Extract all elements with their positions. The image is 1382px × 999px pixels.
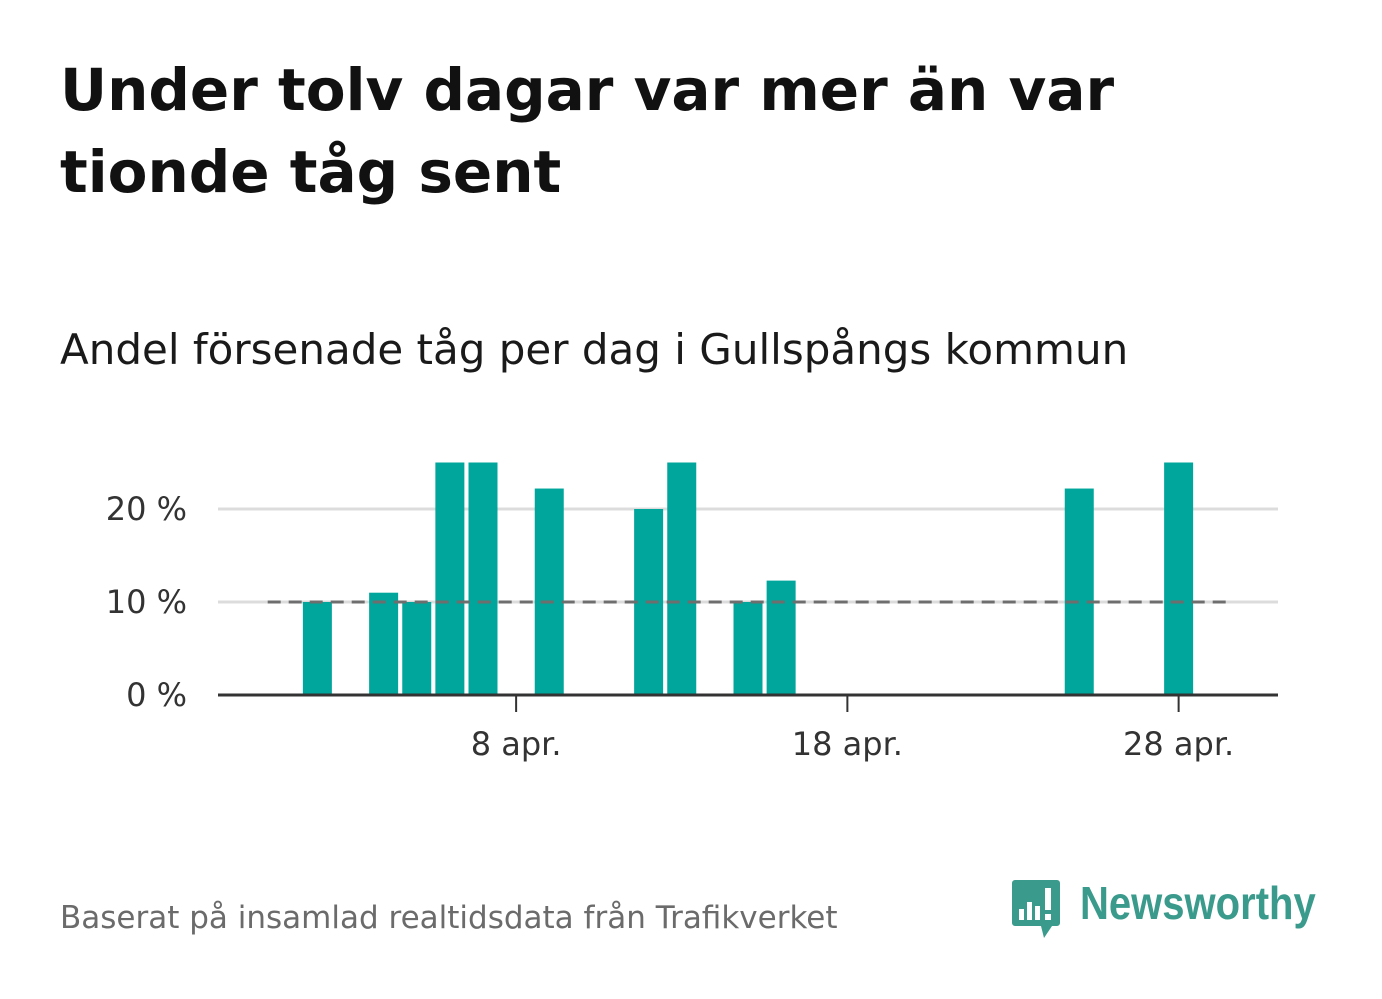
chart-subtitle: Andel försenade tåg per dag i Gullspångs…	[60, 325, 1129, 374]
source-note: Baserat på insamlad realtidsdata från Tr…	[60, 900, 838, 936]
y-tick-label: 0 %	[126, 676, 187, 714]
chart-title: Under tolv dagar var mer än var tionde t…	[60, 56, 1115, 206]
x-axis	[218, 693, 1278, 712]
logo-exclamation-line	[1045, 888, 1051, 910]
bar	[369, 592, 399, 695]
bar	[534, 488, 564, 695]
logo-bar-2	[1027, 902, 1032, 920]
y-tick-label: 10 %	[106, 583, 187, 621]
x-tick-label: 28 apr.	[1123, 725, 1234, 763]
newsworthy-logo-icon	[1012, 880, 1060, 938]
bar	[1164, 462, 1194, 695]
x-tick-label: 18 apr.	[792, 725, 903, 763]
bars	[302, 462, 1194, 695]
x-axis-labels: 8 apr. 18 apr. 28 apr.	[471, 725, 1235, 763]
bar	[667, 462, 697, 695]
x-tick-label: 8 apr.	[471, 725, 562, 763]
bar	[733, 602, 763, 695]
logo-bar-3	[1035, 906, 1040, 920]
bar	[435, 462, 465, 695]
logo-bar-1	[1019, 909, 1024, 920]
bar	[1064, 488, 1094, 695]
bar-chart: 0 % 10 % 20 % 8 apr. 18 apr. 28 apr.	[106, 462, 1278, 763]
brand-name: Newsworthy	[1080, 877, 1316, 929]
gridlines	[218, 507, 1278, 604]
bar	[766, 580, 796, 695]
bar	[468, 462, 498, 695]
bar	[402, 602, 432, 695]
y-axis-labels: 0 % 10 % 20 %	[106, 490, 187, 714]
logo-exclamation-dot	[1045, 914, 1051, 920]
bar	[302, 602, 332, 695]
y-tick-label: 20 %	[106, 490, 187, 528]
